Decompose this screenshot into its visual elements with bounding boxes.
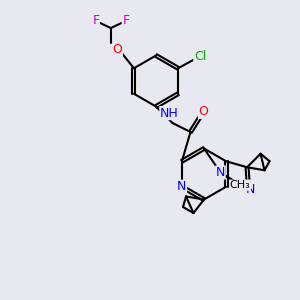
Text: O: O [112, 43, 122, 56]
Text: N: N [245, 183, 255, 196]
Text: N: N [177, 180, 187, 193]
Text: O: O [199, 105, 208, 119]
Text: F: F [92, 14, 99, 27]
Text: N: N [216, 166, 225, 179]
Text: NH: NH [160, 106, 179, 120]
Text: CH₃: CH₃ [230, 180, 250, 190]
Text: F: F [122, 14, 129, 27]
Text: Cl: Cl [194, 50, 206, 63]
